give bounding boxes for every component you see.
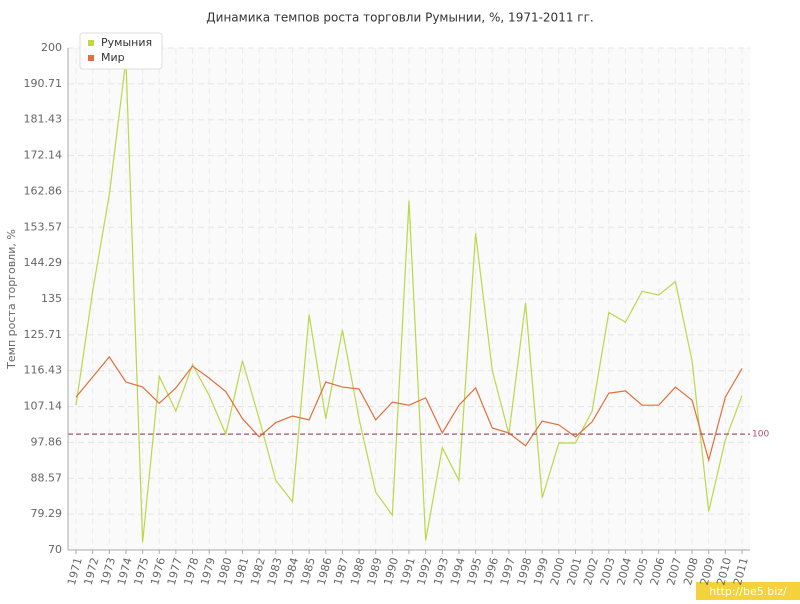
y-tick-label: 190.71 — [24, 77, 63, 90]
y-tick-label: 200 — [41, 41, 62, 54]
y-tick-label: 79.29 — [31, 507, 63, 520]
y-tick-label: 144.29 — [24, 256, 63, 269]
marks — [68, 59, 750, 543]
series-line — [75, 355, 743, 463]
y-tick-label: 162.86 — [24, 184, 63, 197]
chart-title: Динамика темпов роста торговли Румынии, … — [206, 11, 593, 25]
y-tick-label: 116.43 — [24, 364, 63, 377]
legend-swatch — [88, 40, 94, 46]
legend-label: Румыния — [101, 36, 152, 49]
y-axis-title: Темп роста торговли, % — [5, 229, 18, 370]
y-tick-label: 70 — [48, 543, 62, 556]
y-tick-label: 181.43 — [24, 113, 63, 126]
y-tick-label: 125.71 — [24, 328, 63, 341]
y-tick-label: 97.86 — [31, 435, 63, 448]
reference-label: 100 — [752, 430, 769, 440]
y-tick-label: 172.14 — [24, 149, 63, 162]
grid — [68, 47, 750, 551]
y-tick-label: 135 — [41, 292, 62, 305]
legend: Румыния Мир — [79, 32, 163, 70]
watermark: http://be5.biz/ — [709, 585, 787, 598]
legend-swatch — [88, 55, 94, 61]
y-tick-label: 107.14 — [24, 400, 63, 413]
legend-box — [79, 32, 163, 70]
series-line — [75, 59, 743, 543]
legend-label: Мир — [101, 51, 125, 64]
watermark-bg — [696, 582, 800, 600]
y-tick-label: 153.57 — [24, 220, 63, 233]
y-tick-label: 88.57 — [31, 471, 63, 484]
